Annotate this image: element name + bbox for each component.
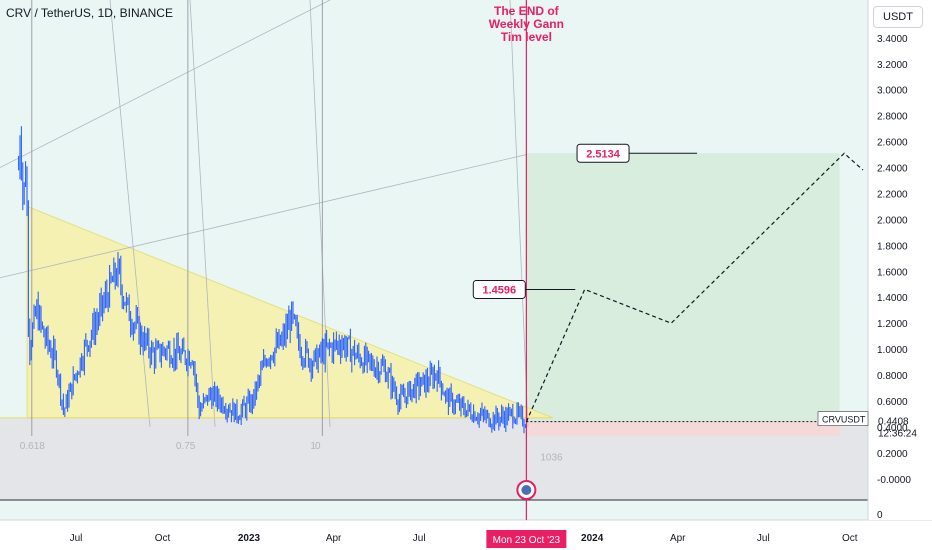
time-tick: Jul	[413, 533, 426, 544]
annotation-line: Tim level	[501, 30, 552, 44]
gann-fan-line	[109, 0, 151, 427]
gann-fan-line	[509, 0, 529, 427]
time-axis[interactable]: Jul Oct 2023 Apr Jul 2024 Apr Jul Oct Mon 23 Oct …	[70, 530, 858, 548]
time-tick: 2024	[581, 533, 604, 544]
price-tick: 0.4000	[877, 423, 908, 434]
stop-zone	[526, 421, 840, 436]
time-tick: Apr	[670, 533, 686, 544]
price-tick: 3.4000	[877, 34, 908, 45]
time-tick: 2023	[238, 533, 261, 544]
fib-label: 0.618	[20, 441, 45, 452]
price-tick: 3.0000	[877, 86, 908, 97]
projection-path	[525, 152, 868, 423]
gann-fan-line	[0, 154, 527, 279]
target-zone	[526, 153, 840, 422]
event-flag-icon-inner	[521, 485, 532, 495]
currency-button[interactable]: USDT	[873, 6, 923, 28]
chart-labels: 1.4596 2.5134 0.618 0.75 1 0 1036 The END ofWee…	[20, 4, 698, 500]
price-series	[18, 126, 526, 434]
ticker-tag	[817, 411, 869, 426]
price-tick: 0.8000	[877, 371, 908, 382]
price-callout-label: 2.5134	[586, 148, 621, 160]
price-tick: 1.8000	[877, 241, 908, 252]
fib-label: 1	[310, 441, 316, 452]
price-tick: 1.4000	[877, 293, 908, 304]
price-tick: 0.2000	[877, 449, 908, 460]
annotation-line: The END of	[494, 4, 560, 18]
time-tick: Jul	[70, 533, 83, 544]
lower-pane-tick: 0	[877, 510, 883, 521]
time-tick: Oct	[155, 533, 171, 544]
price-tick: 2.6000	[877, 138, 908, 149]
time-tick: Apr	[326, 533, 342, 544]
price-tick: 2.4000	[877, 164, 908, 175]
price-tick: 0.6000	[877, 397, 908, 408]
time-marker-box	[486, 530, 567, 548]
bar-count-label: 1036	[540, 453, 563, 464]
price-tick: 2.8000	[877, 112, 908, 123]
price-tick: 2.2000	[877, 189, 908, 200]
fib-label: 0.75	[176, 441, 196, 452]
ticker-countdown: 12:36:24	[878, 429, 917, 440]
time-tick: Jul	[757, 533, 770, 544]
annotation-line: Weekly Gann	[489, 17, 564, 31]
price-tick: 1.6000	[877, 267, 908, 278]
gann-fan-line	[0, 0, 331, 168]
ticker-name: CRVUSDT	[822, 415, 866, 425]
price-axis-background	[868, 0, 932, 520]
time-axis-background	[0, 520, 932, 550]
symbol-title: CRV / TetherUS, 1D, BINANCE	[6, 6, 173, 20]
price-tick: 3.2000	[877, 60, 908, 71]
lower-pane	[0, 500, 868, 520]
time-marker-label: Mon 23 Oct '23	[493, 535, 561, 546]
price-tick: 1.2000	[877, 319, 908, 330]
fib-label: 0	[315, 441, 321, 452]
price-tick: -0.0000	[877, 475, 911, 486]
time-tick: Oct	[842, 533, 858, 544]
price-callout-label: 1.4596	[482, 284, 516, 296]
price-axis[interactable]: 3.4000 3.2000 3.0000 2.8000 2.6000 2.4000 2.20…	[817, 34, 917, 521]
gann-fan-line	[309, 0, 331, 427]
price-tick: 2.0000	[877, 215, 908, 226]
gann-fan-line	[189, 0, 216, 427]
ticker-price: 0.4408	[878, 417, 909, 428]
price-tick: 1.0000	[877, 345, 908, 356]
